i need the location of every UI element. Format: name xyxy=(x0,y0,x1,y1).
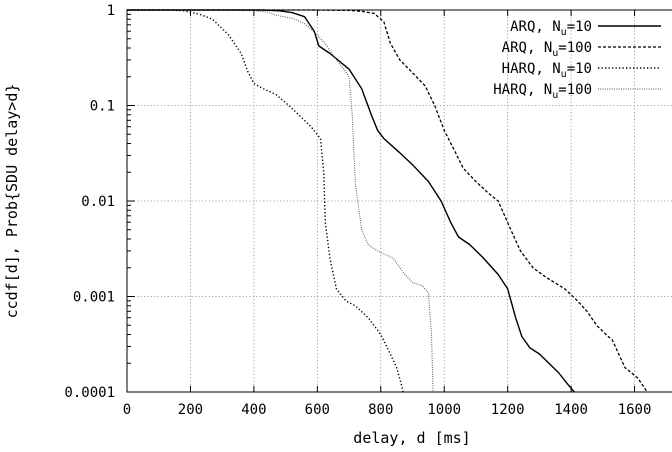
x-tick-label: 1600 xyxy=(618,402,652,418)
y-tick-label: 0.0001 xyxy=(64,385,115,401)
x-tick-label: 200 xyxy=(178,402,203,418)
y-tick-label: 1 xyxy=(107,3,115,19)
legend-label-tail: =10 xyxy=(567,61,592,77)
x-tick-label: 800 xyxy=(368,402,393,418)
grid xyxy=(127,10,672,392)
series-lines xyxy=(127,9,648,393)
y-tick-label: 0.1 xyxy=(90,99,115,115)
legend-label-sub: u xyxy=(552,48,558,59)
x-tick-label: 1400 xyxy=(554,402,588,418)
legend-label-tail: =100 xyxy=(558,82,592,98)
y-tick-label: 0.001 xyxy=(73,290,115,306)
legend-label-1: ARQ, Nu=10 xyxy=(510,19,592,38)
legend-label-tail: =10 xyxy=(567,19,592,35)
legend-label-4: HARQ, Nu=100 xyxy=(493,82,592,101)
legend-label-main: HARQ, N xyxy=(493,82,552,98)
legend-label-2: ARQ, Nu=100 xyxy=(502,40,592,59)
x-tick-label: 1000 xyxy=(427,402,461,418)
legend-label-sub: u xyxy=(552,90,558,101)
legend-label-tail: =100 xyxy=(558,40,592,56)
legend-label-main: ARQ, N xyxy=(502,40,553,56)
legend-label-3: HARQ, Nu=10 xyxy=(502,61,592,80)
series-line-4 xyxy=(127,9,434,393)
legend-label-sub: u xyxy=(561,27,567,38)
legend-label-main: ARQ, N xyxy=(510,19,561,35)
legend-label-main: HARQ, N xyxy=(502,61,561,77)
y-tick-label: 0.01 xyxy=(81,194,115,210)
y-axis-label: ccdf[d], Prob{SDU delay>d} xyxy=(3,84,21,319)
axis-ticks: 02004006008001000120014001600180010.10.0… xyxy=(64,3,652,418)
x-tick-label: 0 xyxy=(123,402,131,418)
series-line-2 xyxy=(127,9,648,393)
legend-label-sub: u xyxy=(561,69,567,80)
plot-frame xyxy=(126,9,672,393)
series-line-1 xyxy=(127,9,575,393)
x-axis-label: delay, d [ms] xyxy=(353,429,470,447)
x-tick-label: 400 xyxy=(241,402,266,418)
x-tick-label: 1200 xyxy=(491,402,525,418)
x-tick-label: 600 xyxy=(305,402,330,418)
